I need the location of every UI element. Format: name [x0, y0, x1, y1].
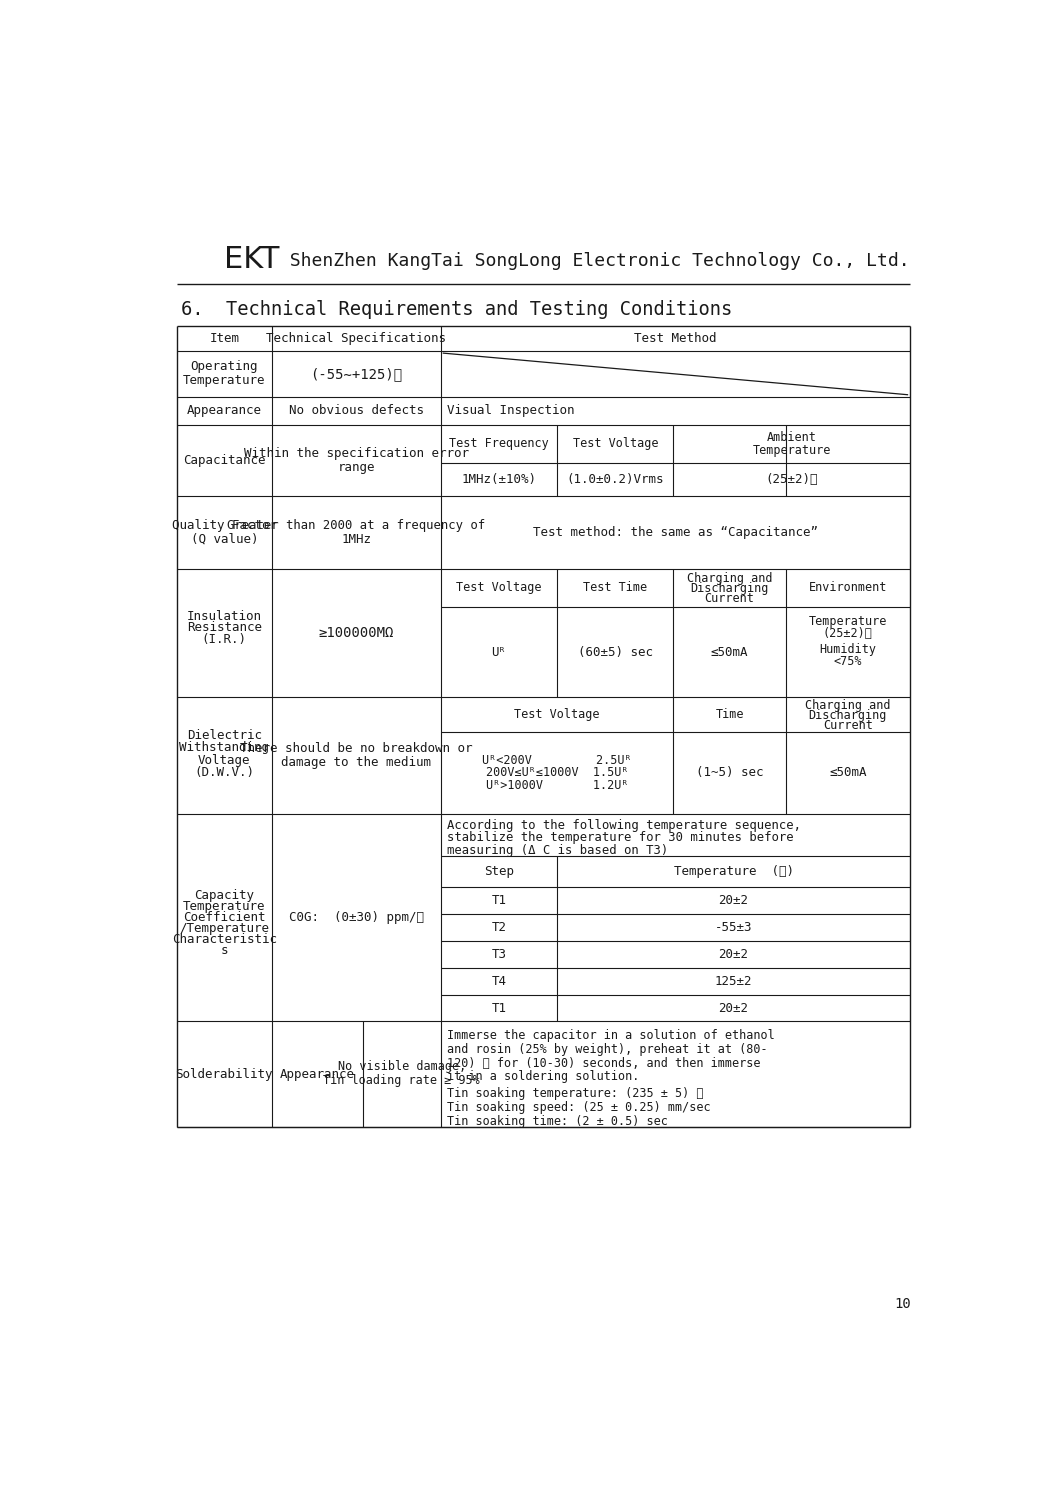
- Text: 10: 10: [895, 1297, 912, 1312]
- Text: 6.  Technical Requirements and Testing Conditions: 6. Technical Requirements and Testing Co…: [180, 300, 731, 319]
- Text: Test Voltage: Test Voltage: [572, 438, 658, 451]
- Text: Current: Current: [705, 592, 755, 606]
- Text: Temperature: Temperature: [183, 901, 266, 913]
- Text: /Temperature: /Temperature: [179, 922, 269, 935]
- Text: Uᴿ: Uᴿ: [492, 646, 507, 658]
- Text: and rosin (25% by weight), preheat it at (80-: and rosin (25% by weight), preheat it at…: [447, 1043, 767, 1055]
- Text: 1MHz(±10%): 1MHz(±10%): [461, 472, 536, 486]
- Text: Resistance: Resistance: [187, 621, 262, 634]
- Text: (I.R.): (I.R.): [201, 634, 247, 646]
- Text: ≤50mA: ≤50mA: [711, 646, 748, 658]
- Text: Temperature: Temperature: [753, 444, 831, 457]
- Text: T1: T1: [492, 893, 507, 907]
- Text: Test Voltage: Test Voltage: [456, 582, 542, 595]
- Text: (Q value): (Q value): [191, 532, 258, 546]
- Text: (25±2)℃: (25±2)℃: [765, 472, 818, 486]
- Text: Environment: Environment: [809, 582, 887, 595]
- Text: No obvious defects: No obvious defects: [289, 405, 424, 417]
- Text: Discharging: Discharging: [809, 709, 887, 723]
- Text: Characteristic: Characteristic: [172, 932, 277, 946]
- Text: Coefficient: Coefficient: [183, 911, 266, 923]
- Text: Appearance: Appearance: [187, 405, 262, 417]
- Text: it in a soldering solution.: it in a soldering solution.: [447, 1070, 639, 1084]
- Text: Temperature  (℃): Temperature (℃): [673, 865, 794, 878]
- Text: Time: Time: [716, 708, 744, 721]
- Text: -55±3: -55±3: [714, 920, 753, 934]
- Text: Immerse the capacitor in a solution of ethanol: Immerse the capacitor in a solution of e…: [447, 1028, 775, 1042]
- Text: Charging and: Charging and: [806, 699, 890, 712]
- Text: Insulation: Insulation: [187, 610, 262, 622]
- Text: Ambient: Ambient: [766, 432, 816, 444]
- Text: Uᴿ<200V         2.5Uᴿ: Uᴿ<200V 2.5Uᴿ: [482, 754, 632, 767]
- Text: ShenZhen KangTai SongLong Electronic Technology Co., Ltd.: ShenZhen KangTai SongLong Electronic Tec…: [268, 252, 909, 270]
- Text: Voltage: Voltage: [198, 754, 250, 766]
- Text: According to the following temperature sequence,: According to the following temperature s…: [447, 818, 801, 832]
- Text: damage to the medium: damage to the medium: [282, 755, 431, 769]
- Text: range: range: [338, 460, 375, 474]
- Text: ≤50mA: ≤50mA: [829, 766, 867, 779]
- Text: s: s: [220, 944, 228, 958]
- Text: 200V≤Uᴿ≤1000V  1.5Uᴿ: 200V≤Uᴿ≤1000V 1.5Uᴿ: [485, 766, 629, 779]
- Text: Capacitance: Capacitance: [183, 454, 266, 466]
- Text: C0G:  (0±30) ppm/℃: C0G: (0±30) ppm/℃: [289, 911, 424, 923]
- Text: Test Frequency: Test Frequency: [449, 438, 549, 451]
- Text: T2: T2: [492, 920, 507, 934]
- Text: T1: T1: [492, 1001, 507, 1015]
- Text: 20±2: 20±2: [719, 1001, 748, 1015]
- Text: Tin soaking temperature: (235 ± 5) ℃: Tin soaking temperature: (235 ± 5) ℃: [447, 1087, 704, 1100]
- Text: Test Time: Test Time: [583, 582, 648, 595]
- Text: Tin soaking speed: (25 ± 0.25) mm/sec: Tin soaking speed: (25 ± 0.25) mm/sec: [447, 1102, 711, 1114]
- Text: Greater than 2000 at a frequency of: Greater than 2000 at a frequency of: [228, 519, 485, 532]
- Text: Technical Specifications: Technical Specifications: [266, 331, 446, 345]
- Text: Current: Current: [823, 720, 872, 732]
- Text: Visual Inspection: Visual Inspection: [447, 405, 575, 417]
- Text: Withstanding: Withstanding: [179, 741, 269, 754]
- Text: T3: T3: [492, 947, 507, 961]
- Text: Step: Step: [484, 865, 514, 878]
- Text: Capacity: Capacity: [194, 889, 254, 902]
- Text: 120) ℃ for (10-30) seconds, and then immerse: 120) ℃ for (10-30) seconds, and then imm…: [447, 1057, 761, 1070]
- Text: Charging and: Charging and: [687, 573, 773, 585]
- Text: EKT: EKT: [224, 244, 280, 274]
- Text: stabilize the temperature for 30 minutes before: stabilize the temperature for 30 minutes…: [447, 832, 794, 844]
- Text: Quality Factor: Quality Factor: [172, 519, 277, 532]
- Text: measuring (Δ C is based on T3): measuring (Δ C is based on T3): [447, 844, 669, 856]
- Text: 1MHz: 1MHz: [341, 532, 371, 546]
- Text: (D.W.V.): (D.W.V.): [194, 766, 254, 779]
- Text: 125±2: 125±2: [714, 974, 753, 988]
- Text: Solderability: Solderability: [176, 1067, 273, 1081]
- Text: No visible damage,: No visible damage,: [338, 1060, 466, 1073]
- Text: Temperature: Temperature: [183, 375, 266, 387]
- Text: ≥100000MΩ: ≥100000MΩ: [319, 627, 394, 640]
- Text: Dielectric: Dielectric: [187, 729, 262, 742]
- Text: Discharging: Discharging: [690, 582, 768, 595]
- Text: 20±2: 20±2: [719, 947, 748, 961]
- Text: 20±2: 20±2: [719, 893, 748, 907]
- Text: (25±2)℃: (25±2)℃: [823, 627, 872, 640]
- Text: Uᴿ>1000V       1.2Uᴿ: Uᴿ>1000V 1.2Uᴿ: [485, 778, 629, 791]
- Text: Appearance: Appearance: [280, 1067, 355, 1081]
- Text: Humidity: Humidity: [819, 643, 877, 657]
- Text: Test Method: Test Method: [634, 331, 717, 345]
- Text: There should be no breakdown or: There should be no breakdown or: [241, 742, 473, 755]
- Text: Test method: the same as “Capacitance”: Test method: the same as “Capacitance”: [533, 526, 818, 538]
- Text: (-55∼+125)℃: (-55∼+125)℃: [311, 367, 403, 381]
- Text: Tin soaking time: (2 ± 0.5) sec: Tin soaking time: (2 ± 0.5) sec: [447, 1115, 668, 1129]
- Text: (1~5) sec: (1~5) sec: [695, 766, 763, 779]
- Text: Test Voltage: Test Voltage: [514, 708, 600, 721]
- Text: (1.0±0.2)Vrms: (1.0±0.2)Vrms: [567, 472, 664, 486]
- Text: T4: T4: [492, 974, 507, 988]
- Text: Temperature: Temperature: [809, 615, 887, 628]
- Text: Tin loading rate ≥ 95%: Tin loading rate ≥ 95%: [323, 1073, 480, 1087]
- Text: (60±5) sec: (60±5) sec: [578, 646, 653, 658]
- Text: Operating: Operating: [191, 360, 258, 373]
- Text: Item: Item: [209, 331, 240, 345]
- Text: Within the specification error: Within the specification error: [244, 447, 469, 460]
- Text: <75%: <75%: [833, 655, 862, 667]
